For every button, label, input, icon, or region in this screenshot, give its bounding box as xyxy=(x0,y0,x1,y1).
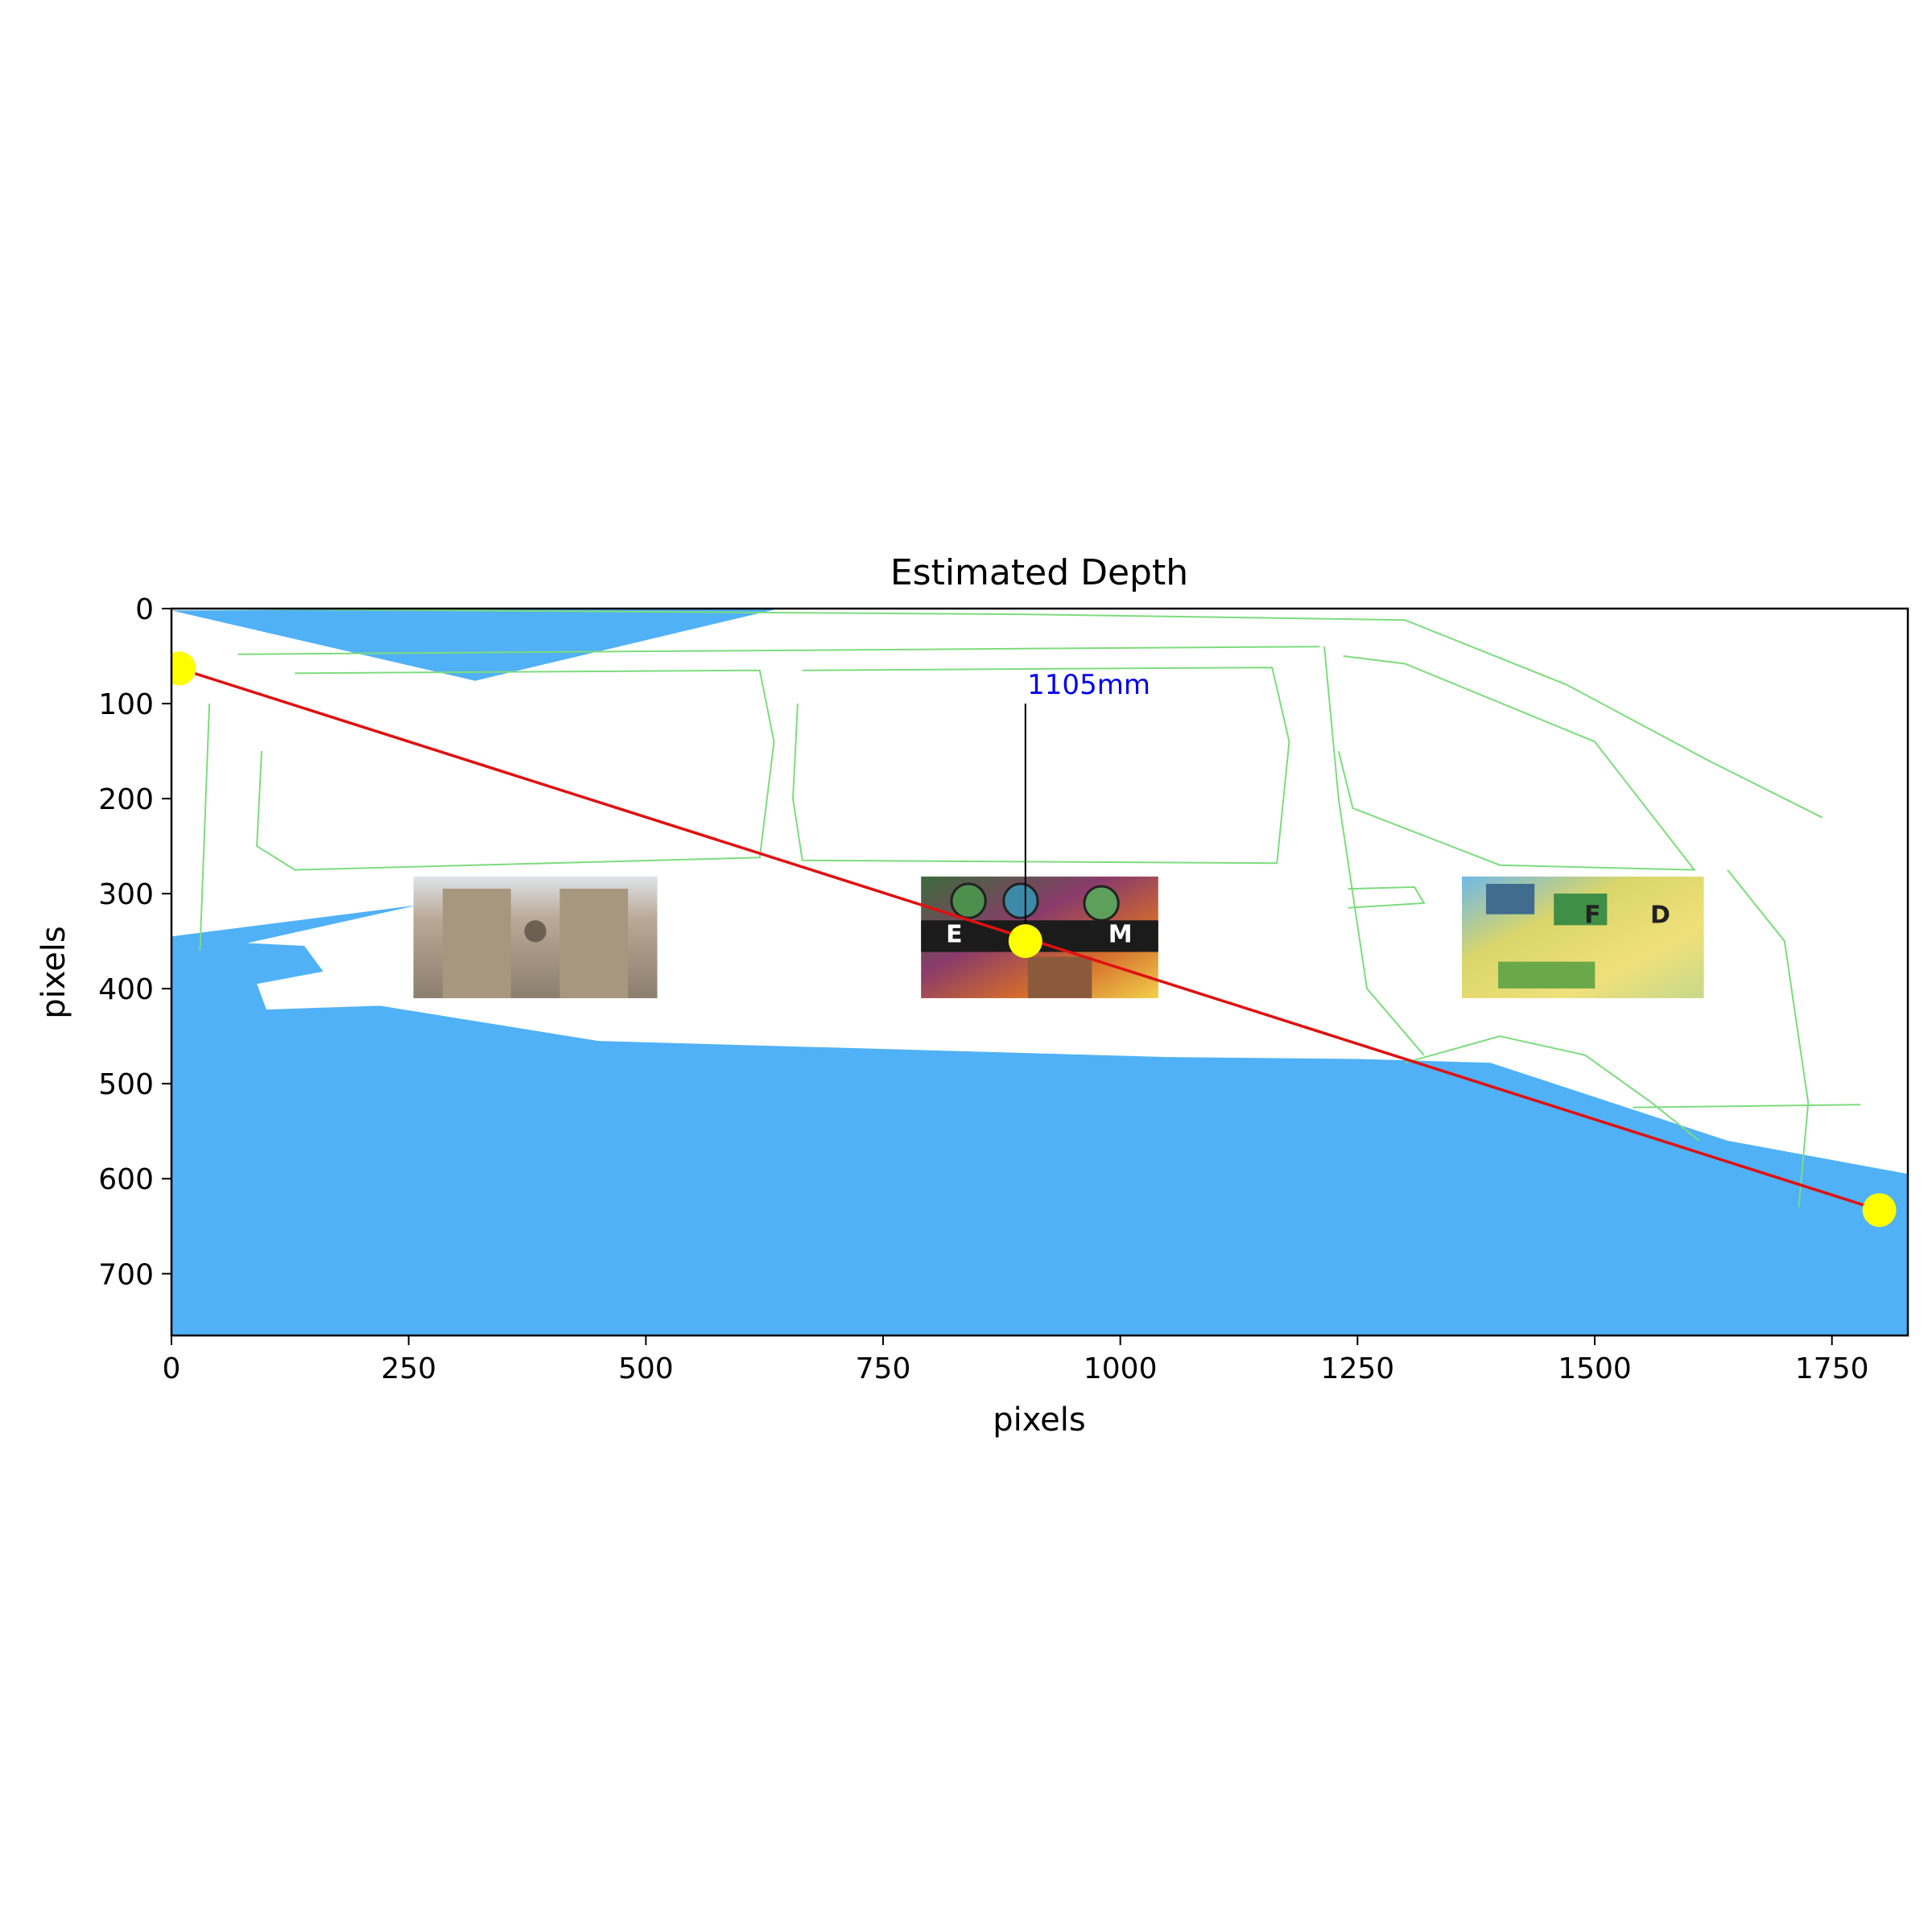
x-tick-label: 500 xyxy=(618,1352,674,1385)
thumb-letter: E xyxy=(946,920,963,948)
depth-region-lower-band xyxy=(171,905,1908,1335)
van-outline xyxy=(171,609,1861,1208)
outline-door-handle xyxy=(1348,886,1426,909)
tower-left xyxy=(442,888,511,998)
x-tick-label: 250 xyxy=(381,1352,436,1385)
thumb-letter: D xyxy=(1650,901,1670,929)
outline-rear-pillar xyxy=(199,703,211,951)
outline-front-window xyxy=(1337,655,1696,871)
plot-frame xyxy=(170,607,1909,1337)
x-axis: 0 250 500 750 1000 1250 1500 1750 xyxy=(163,1335,1869,1385)
marker-point xyxy=(1862,1193,1897,1228)
x-axis-label: pixels xyxy=(993,1402,1086,1439)
outline-side-window-1 xyxy=(256,669,775,871)
y-tick-label: 200 xyxy=(98,783,154,816)
y-axis-label: pixels xyxy=(35,926,72,1019)
plot-area: E MF D 1105mm xyxy=(171,609,1908,1335)
x-tick-label: 1250 xyxy=(1321,1352,1395,1385)
y-tick-label: 300 xyxy=(98,878,154,911)
measurement-layer: 1105mm xyxy=(171,651,1897,1228)
outline-side-window-2 xyxy=(791,667,1290,865)
x-tick-label: 0 xyxy=(163,1352,181,1385)
outline-roof-rail xyxy=(237,646,1320,655)
depth-annotation: 1105mm xyxy=(1027,669,1150,701)
lens-1 xyxy=(950,882,987,919)
rose-window xyxy=(524,920,547,943)
tower-right xyxy=(559,888,629,998)
brick-tile xyxy=(1027,956,1092,998)
outline-van-roof xyxy=(171,609,1823,819)
x-tick-label: 750 xyxy=(856,1352,911,1385)
x-tick-label: 1750 xyxy=(1795,1352,1869,1385)
thumbnails: E MF D xyxy=(413,876,1704,998)
y-tick-label: 700 xyxy=(98,1258,154,1291)
y-tick-label: 100 xyxy=(98,688,154,721)
outline-hood xyxy=(1727,869,1810,1208)
green-tile xyxy=(1554,894,1608,926)
y-tick-label: 0 xyxy=(135,593,154,626)
y-axis: 0 100 200 300 400 500 600 700 xyxy=(98,593,171,1291)
star-tile xyxy=(1486,883,1535,914)
foliage xyxy=(1498,961,1596,989)
outline-wheel-arch xyxy=(1405,1035,1700,1141)
cathedral-photo xyxy=(413,876,658,998)
marker-point xyxy=(1008,924,1042,959)
lens-2 xyxy=(1002,882,1039,919)
outline-front-pillar xyxy=(1323,646,1425,1056)
thumb-letter: F xyxy=(1584,901,1601,929)
x-tick-label: 1000 xyxy=(1084,1352,1158,1385)
y-tick-label: 500 xyxy=(98,1068,154,1101)
depth-regions xyxy=(171,609,1908,1335)
x-tick-label: 1500 xyxy=(1558,1352,1632,1385)
y-tick-label: 400 xyxy=(98,973,154,1006)
lens-3 xyxy=(1083,885,1120,922)
y-tick-label: 600 xyxy=(98,1163,154,1196)
outline-sill xyxy=(1633,1104,1861,1108)
thumb-letter: M xyxy=(1108,920,1133,948)
chart-title: Estimated Depth xyxy=(890,552,1188,593)
depth-region-upper-wedge xyxy=(171,609,779,681)
marker-point xyxy=(171,651,196,686)
